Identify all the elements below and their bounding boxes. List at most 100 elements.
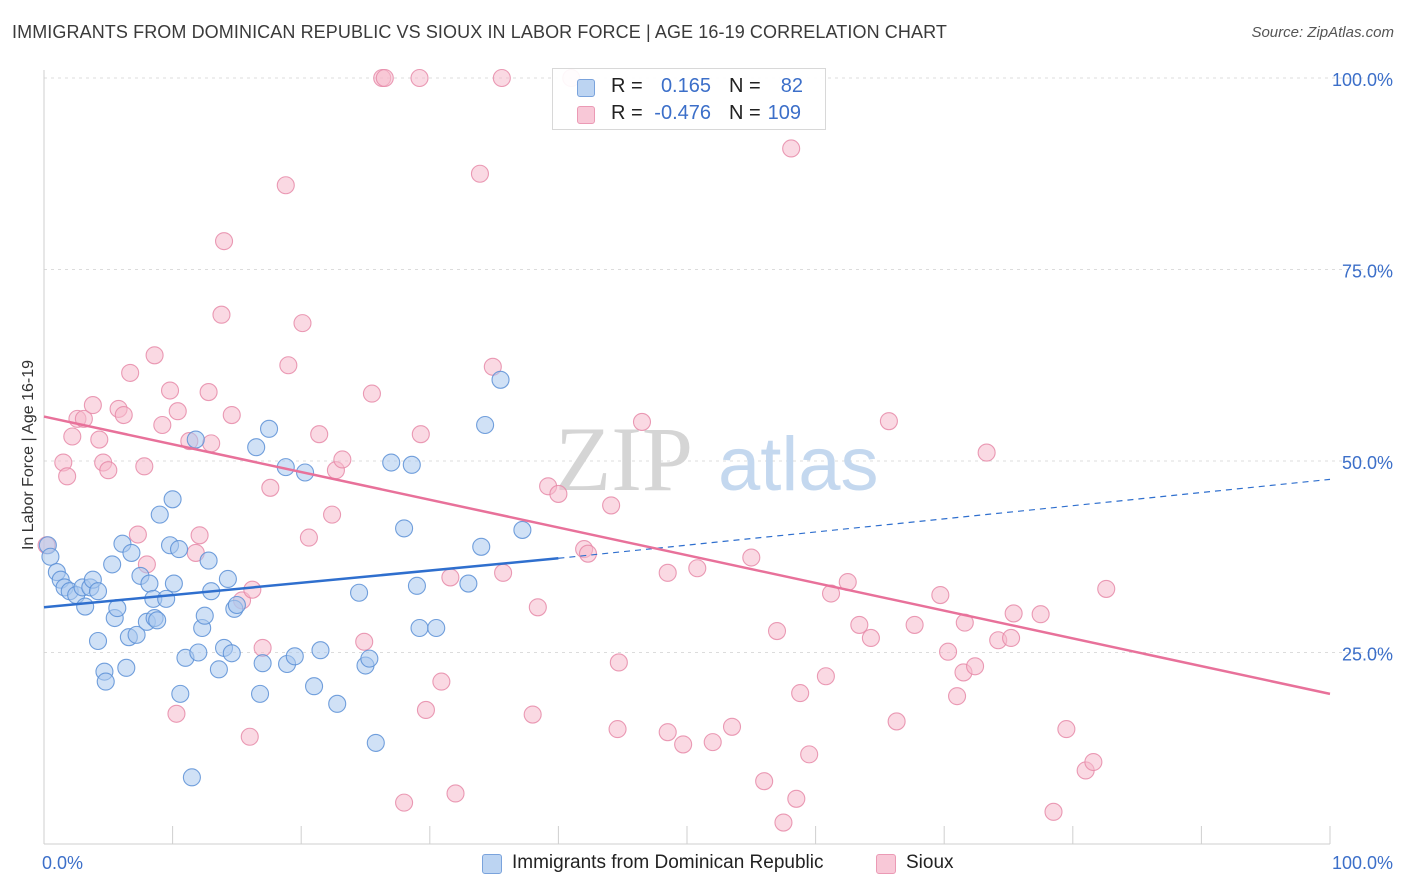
legend-n-label: N = — [729, 102, 761, 124]
sioux-point — [742, 548, 761, 567]
dominican-point — [171, 684, 190, 703]
sioux-point — [416, 700, 435, 720]
sioux-point — [861, 628, 880, 647]
dominican-point — [395, 519, 414, 538]
sioux-point — [948, 687, 967, 706]
dominican-point — [402, 455, 421, 474]
sioux-point — [190, 526, 209, 545]
sioux-point — [609, 653, 628, 672]
dominican-point — [157, 589, 176, 608]
dominican-point — [182, 768, 201, 787]
x-tick-label-max: 100.0% — [1332, 853, 1393, 873]
sioux-point — [323, 505, 342, 524]
dominican-point — [41, 547, 60, 566]
legend-n-label: N = — [729, 75, 761, 97]
legend-row-dominican: R = 0.165 N = 82 — [553, 74, 825, 101]
legend-swatch-pink — [876, 854, 896, 874]
watermark-zip: ZIP — [555, 408, 693, 510]
sioux-point — [114, 405, 133, 425]
sioux-point — [608, 720, 627, 739]
sioux-point — [411, 425, 430, 444]
sioux-point — [966, 657, 985, 676]
sioux-point — [199, 383, 218, 402]
dominican-point — [247, 438, 266, 457]
sioux-point — [240, 727, 259, 746]
sioux-point — [410, 68, 429, 88]
trend-lines — [43, 415, 1331, 696]
sioux-point — [63, 427, 82, 446]
dominican-trend-extension — [558, 478, 1331, 559]
legend-swatch-pink — [577, 106, 595, 124]
sioux-point — [446, 784, 465, 803]
dominican-point — [218, 569, 237, 589]
axes — [43, 70, 1331, 845]
legend-swatch-blue — [577, 79, 595, 97]
sioux-point — [1097, 579, 1116, 598]
sioux-point — [528, 598, 547, 617]
dominican-point — [366, 733, 385, 752]
sioux-point — [1057, 720, 1076, 739]
sioux-point — [470, 164, 490, 183]
dominican-point — [122, 543, 141, 562]
dominican-point — [472, 537, 491, 556]
dominican-point — [163, 490, 182, 509]
dominican-point — [96, 672, 115, 691]
sioux-point — [212, 305, 231, 324]
sioux-points — [37, 68, 1116, 832]
watermark: ZIP atlas — [555, 408, 879, 510]
sioux-trend-line — [43, 415, 1331, 696]
dominican-point — [148, 611, 167, 630]
dominican-point — [76, 597, 95, 616]
y-tick-label: 100.0% — [1332, 70, 1393, 90]
sioux-point — [931, 585, 950, 605]
dominican-point — [199, 551, 218, 570]
sioux-point — [688, 559, 707, 578]
sioux-point — [261, 478, 280, 497]
sioux-point — [1004, 604, 1023, 623]
legend-r-label: R = — [611, 75, 643, 97]
sioux-point — [222, 405, 241, 425]
dominican-point — [250, 684, 270, 703]
dominican-point — [285, 647, 304, 666]
sioux-point — [774, 813, 793, 832]
sioux-point — [293, 314, 312, 333]
sioux-point — [135, 457, 154, 476]
sioux-point — [523, 705, 542, 724]
sioux-point — [167, 704, 186, 723]
sioux-point — [83, 396, 102, 415]
y-tick-labels: 25.0% 50.0% 75.0% 100.0% — [1332, 70, 1393, 665]
dominican-point — [360, 649, 379, 668]
dominican-point — [311, 641, 330, 660]
sioux-point — [816, 667, 835, 686]
dominican-point — [382, 453, 401, 472]
sioux-point — [602, 496, 621, 515]
legend-label-dominican: Immigrants from Dominican Republic — [512, 852, 824, 873]
dominican-point — [222, 644, 241, 663]
sioux-point — [202, 434, 221, 453]
legend-r-value: 0.165 — [660, 75, 711, 97]
sioux-point — [160, 381, 180, 400]
dominican-point — [103, 555, 122, 574]
sioux-point — [632, 412, 652, 431]
dominican-point — [305, 677, 324, 696]
dominican-point — [117, 658, 136, 677]
sioux-point — [850, 615, 869, 634]
sioux-point — [333, 450, 352, 469]
dominican-point — [476, 415, 495, 435]
dominican-point — [227, 595, 246, 615]
sioux-point — [355, 632, 374, 651]
dominican-point — [127, 625, 146, 644]
sioux-point — [58, 467, 77, 486]
dominican-trend-line — [43, 557, 559, 609]
sioux-point — [432, 672, 451, 691]
sioux-point — [494, 563, 513, 582]
sioux-point — [362, 384, 381, 403]
sioux-point — [905, 615, 924, 634]
sioux-point — [887, 712, 906, 731]
dominican-point — [150, 505, 169, 524]
dominican-point — [88, 631, 108, 651]
sioux-point — [1002, 628, 1021, 647]
dominican-point — [328, 694, 347, 713]
sioux-point — [168, 402, 187, 421]
y-tick-label: 50.0% — [1342, 453, 1393, 473]
